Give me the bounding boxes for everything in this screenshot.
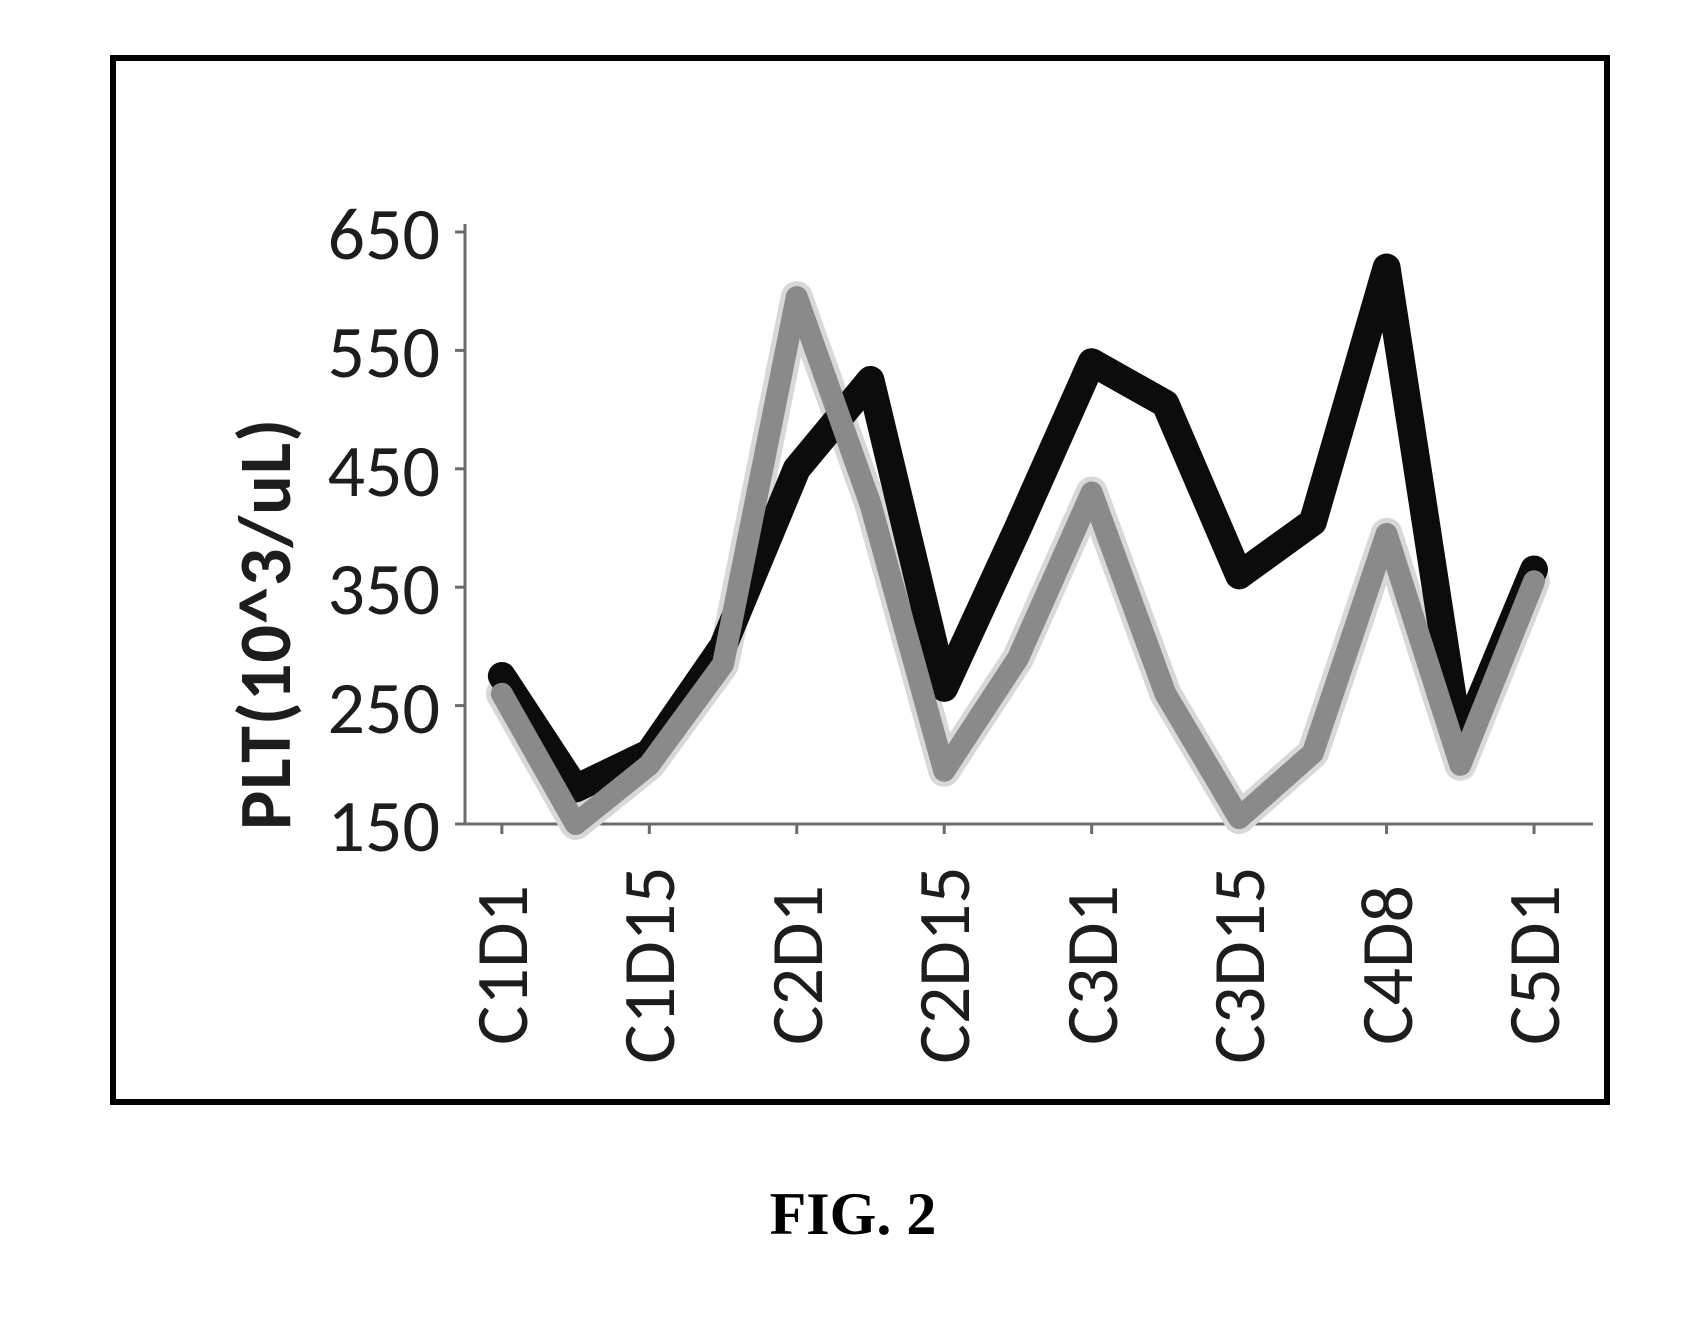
line-chart-plot: [0, 0, 1706, 1327]
